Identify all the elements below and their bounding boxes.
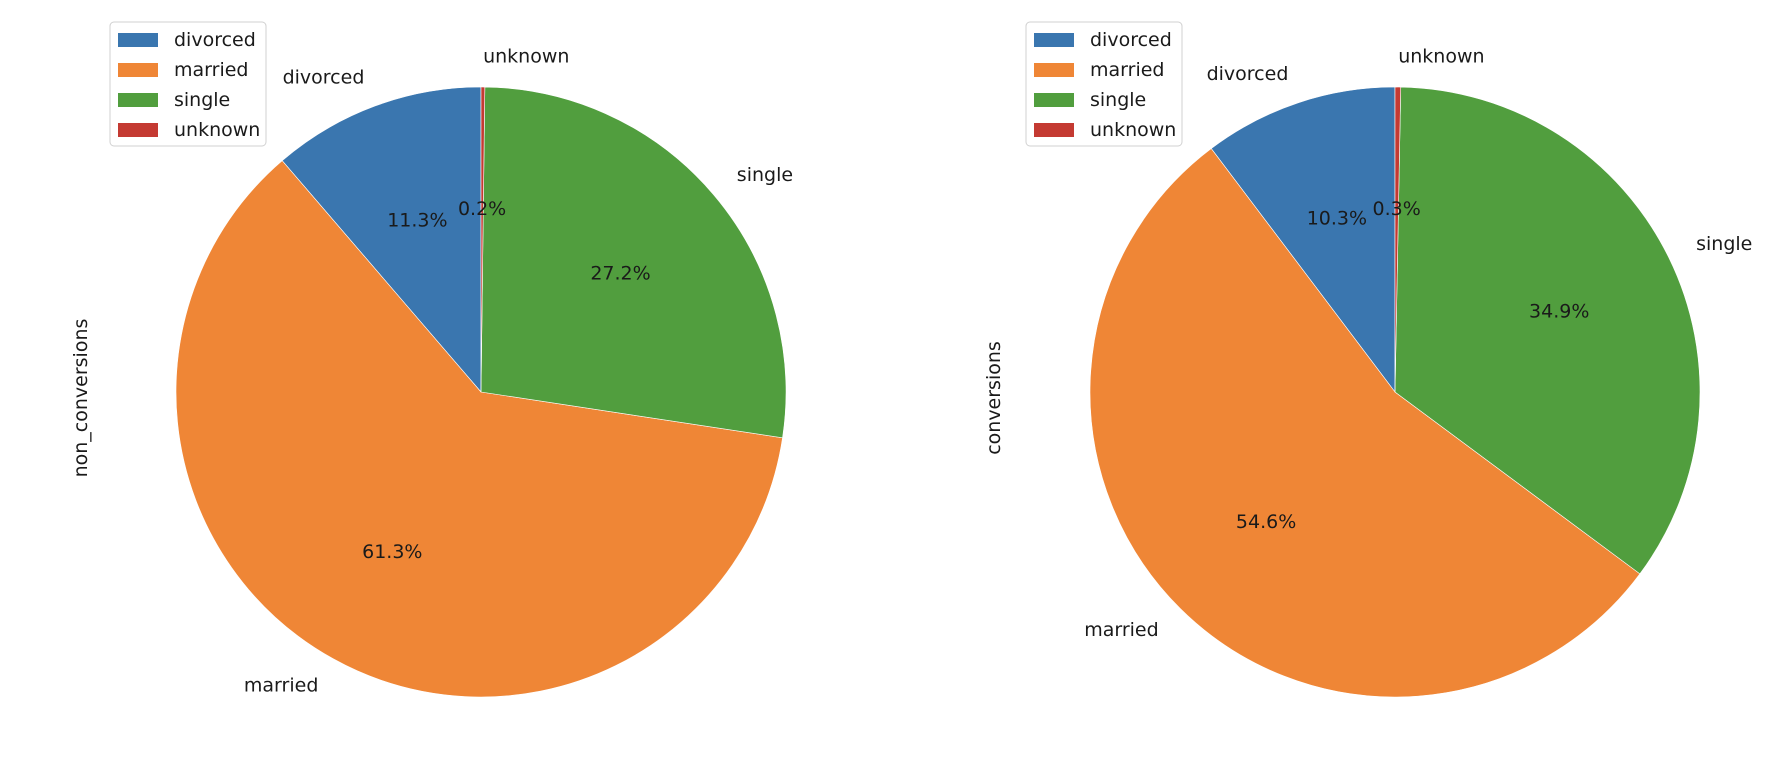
- slice-percent-unknown: 0.3%: [1373, 198, 1421, 220]
- legend: divorced married single unknown: [109, 21, 267, 147]
- legend-label-single: single: [174, 89, 230, 111]
- legend-swatch-divorced: [118, 33, 158, 47]
- pie-chart-conversions: divorced 10.3% married 54.6% single 34.9% unkn…: [983, 21, 1752, 698]
- pie-slice-unknown: [1394, 86, 1402, 393]
- legend-frame: [109, 21, 267, 147]
- legend-swatch-married: [118, 63, 158, 77]
- legend-label-unknown: unknown: [174, 119, 260, 141]
- legend-swatch-married: [1034, 63, 1074, 77]
- pie-slice-married: [1089, 148, 1641, 698]
- slice-percent-married: 54.6%: [1236, 511, 1296, 533]
- pie-slice-married: [175, 160, 783, 698]
- y-axis-label: conversions: [983, 341, 1005, 455]
- slice-label-unknown: unknown: [483, 46, 569, 68]
- legend-swatch-unknown: [1034, 123, 1074, 137]
- legend: divorced married single unknown: [1025, 21, 1183, 147]
- slice-percent-single: 34.9%: [1529, 300, 1589, 322]
- slice-label-married: married: [1084, 619, 1158, 641]
- slice-label-single: single: [1696, 233, 1752, 255]
- slice-label-married: married: [244, 675, 318, 697]
- slice-label-divorced: divorced: [1207, 63, 1289, 85]
- legend-label-divorced: divorced: [1090, 29, 1172, 51]
- legend-label-married: married: [1090, 59, 1164, 81]
- slice-percent-divorced: 11.3%: [387, 209, 447, 231]
- legend-label-married: married: [174, 59, 248, 81]
- legend-swatch-unknown: [118, 123, 158, 137]
- slice-label-divorced: divorced: [283, 66, 365, 88]
- pie-chart-non-conversions: divorced 11.3% married 61.3% single 27.2% unkn…: [70, 21, 793, 698]
- legend-label-divorced: divorced: [174, 29, 256, 51]
- legend-label-unknown: unknown: [1090, 119, 1176, 141]
- legend-frame: [1025, 21, 1183, 147]
- pie-slice-unknown: [480, 86, 486, 393]
- legend-swatch-single: [118, 93, 158, 107]
- pie-slice-divorced: [281, 86, 482, 393]
- legend-swatch-single: [1034, 93, 1074, 107]
- pie-slice-divorced: [1210, 86, 1396, 393]
- slice-label-unknown: unknown: [1398, 46, 1484, 68]
- pie-slice-single: [1394, 86, 1701, 575]
- slice-percent-unknown: 0.2%: [458, 198, 506, 220]
- y-axis-label: non_conversions: [70, 319, 92, 478]
- slice-percent-single: 27.2%: [590, 263, 650, 285]
- legend-label-single: single: [1090, 89, 1146, 111]
- slice-percent-divorced: 10.3%: [1307, 208, 1367, 230]
- pie-slice-single: [480, 86, 787, 439]
- legend-swatch-divorced: [1034, 33, 1074, 47]
- slice-label-single: single: [737, 164, 793, 186]
- slice-percent-married: 61.3%: [362, 541, 422, 563]
